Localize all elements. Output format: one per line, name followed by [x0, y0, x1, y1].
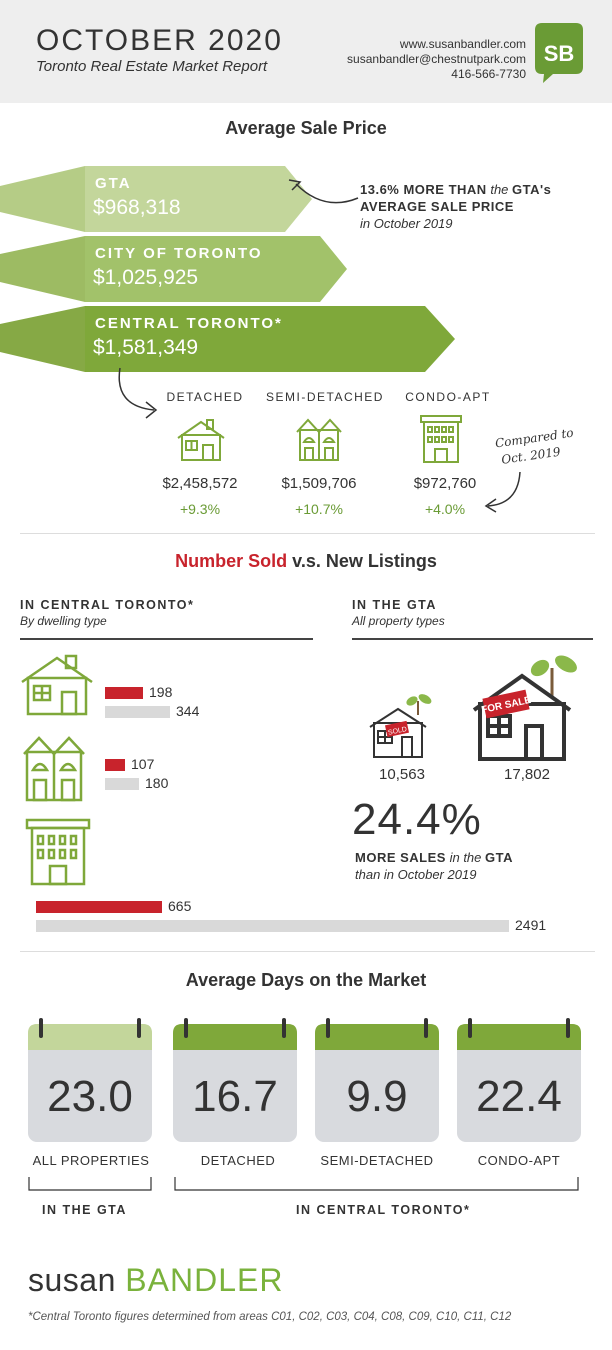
banner-value: $968,318 — [93, 196, 181, 219]
footnote: *Central Toronto figures determined from… — [28, 1311, 512, 1323]
curved-arrow-icon — [484, 471, 521, 513]
semi-detached-listings-value: 180 — [145, 775, 169, 791]
price-banners-graphic — [0, 166, 455, 372]
semi-detached-sold-value: 107 — [131, 756, 155, 772]
type-price-semi: $1,509,706 — [281, 475, 357, 492]
cal-label-semi: SEMI-DETACHED — [320, 1153, 434, 1168]
type-price-detached: $2,458,572 — [162, 475, 238, 492]
sold-listings-title: Number Sold v.s. New Listings — [175, 551, 437, 571]
type-label-detached: DETACHED — [166, 390, 244, 404]
calendar-icon — [28, 1018, 152, 1142]
semi-detached-icon — [296, 418, 342, 461]
section-divider — [20, 533, 595, 534]
detached-house-icon — [21, 654, 93, 716]
semi-detached-sold-bar — [105, 759, 125, 771]
days-market-title: Average Days on the Market — [185, 970, 427, 990]
condo-apt-sold-value: 665 — [168, 898, 192, 914]
semi-detached-listings-bar — [105, 778, 139, 790]
header — [0, 0, 612, 103]
type-label-condo: CONDO-APT — [405, 390, 491, 404]
condo-building-icon — [420, 415, 462, 463]
gta-rule — [352, 638, 593, 640]
days-value: 16.7 — [192, 1072, 278, 1121]
banner-central — [85, 306, 455, 372]
report-title: OCTOBER 2020 — [36, 24, 283, 57]
banner-city — [85, 236, 347, 302]
svg-text:SOLD: SOLD — [387, 726, 407, 737]
central-subheading: By dwelling type — [20, 614, 107, 628]
cal-label-all: ALL PROPERTIES — [32, 1153, 150, 1168]
curved-arrow-icon — [288, 179, 359, 204]
gta-listings-value: 17,802 — [504, 766, 550, 783]
condo-apt-listings-bar — [36, 920, 509, 932]
sb-logo-icon: SB — [535, 23, 583, 83]
cal-label-detached: DETACHED — [200, 1153, 276, 1168]
detached-sold-value: 198 — [149, 684, 173, 700]
banner-label: CENTRAL TORONTO* — [95, 315, 283, 332]
central-rule — [20, 638, 313, 640]
type-change-condo: +4.0% — [424, 501, 466, 517]
group-brackets — [28, 1177, 579, 1191]
type-change-detached: +9.3% — [179, 501, 221, 517]
email-link[interactable]: susanbandler@chestnutpark.com — [347, 52, 526, 66]
banner-gta — [85, 166, 312, 232]
calendar-card: 9.9 — [315, 1018, 439, 1142]
type-change-semi: +10.7% — [295, 501, 343, 517]
condo-apt-listings-value: 2491 — [515, 917, 547, 933]
brand-wordmark: susan BANDLER — [28, 1262, 284, 1298]
days-value: 23.0 — [47, 1072, 133, 1121]
logo-text: SB — [544, 41, 575, 66]
avg-price-title: Average Sale Price — [225, 118, 387, 138]
compared-note: Compared to Oct. 2019 — [494, 425, 575, 467]
section-divider — [20, 951, 595, 952]
calendar-card: 23.0 — [28, 1018, 152, 1142]
type-price-condo: $972,760 — [413, 475, 477, 492]
banner-value: $1,581,349 — [93, 336, 199, 359]
condo-building-icon — [25, 818, 91, 886]
calendar-card: 16.7 — [173, 1018, 297, 1142]
semi-detached-icon — [23, 736, 85, 802]
group-label-central: IN CENTRAL TORONTO* — [296, 1203, 471, 1217]
detached-listings-value: 344 — [176, 703, 200, 719]
report-subtitle: Toronto Real Estate Market Report — [36, 58, 268, 75]
calendar-icon — [173, 1018, 297, 1142]
cal-label-condo: CONDO-APT — [477, 1153, 561, 1168]
calendar-icon — [457, 1018, 581, 1142]
phone-number: 416-566-7730 — [451, 67, 526, 81]
banner-label: GTA — [95, 175, 132, 192]
banner-label: CITY OF TORONTO — [95, 245, 263, 262]
days-value: 9.9 — [346, 1072, 408, 1121]
sold-house-icon: SOLD — [369, 694, 432, 758]
for-sale-house-icon: FOR SALE — [472, 655, 577, 761]
gta-sales-note: MORE SALES in the GTA than in October 20… — [355, 850, 514, 882]
gta-price-note: 13.6% MORE THAN the GTA's AVERAGE SALE P… — [360, 182, 552, 231]
type-label-semi: SEMI-DETACHED — [266, 390, 384, 404]
days-value: 22.4 — [476, 1072, 562, 1121]
calendar-icon — [315, 1018, 439, 1142]
gta-sold-value: 10,563 — [379, 766, 425, 783]
detached-house-icon — [177, 419, 225, 461]
condo-apt-sold-bar — [36, 901, 162, 913]
contact-block: www.susanbandler.com susanbandler@chestn… — [347, 37, 526, 82]
gta-subheading: All property types — [352, 614, 445, 628]
gta-heading: IN THE GTA — [352, 598, 437, 612]
central-heading: IN CENTRAL TORONTO* — [20, 598, 195, 612]
website-link[interactable]: www.susanbandler.com — [399, 37, 526, 51]
detached-listings-bar — [105, 706, 170, 718]
gta-sales-percent: 24.4% — [352, 795, 482, 844]
detached-sold-bar — [105, 687, 143, 699]
banner-value: $1,025,925 — [93, 266, 199, 289]
group-label-gta: IN THE GTA — [42, 1203, 127, 1217]
curved-arrow-icon — [118, 367, 158, 419]
calendar-card: 22.4 — [457, 1018, 581, 1142]
